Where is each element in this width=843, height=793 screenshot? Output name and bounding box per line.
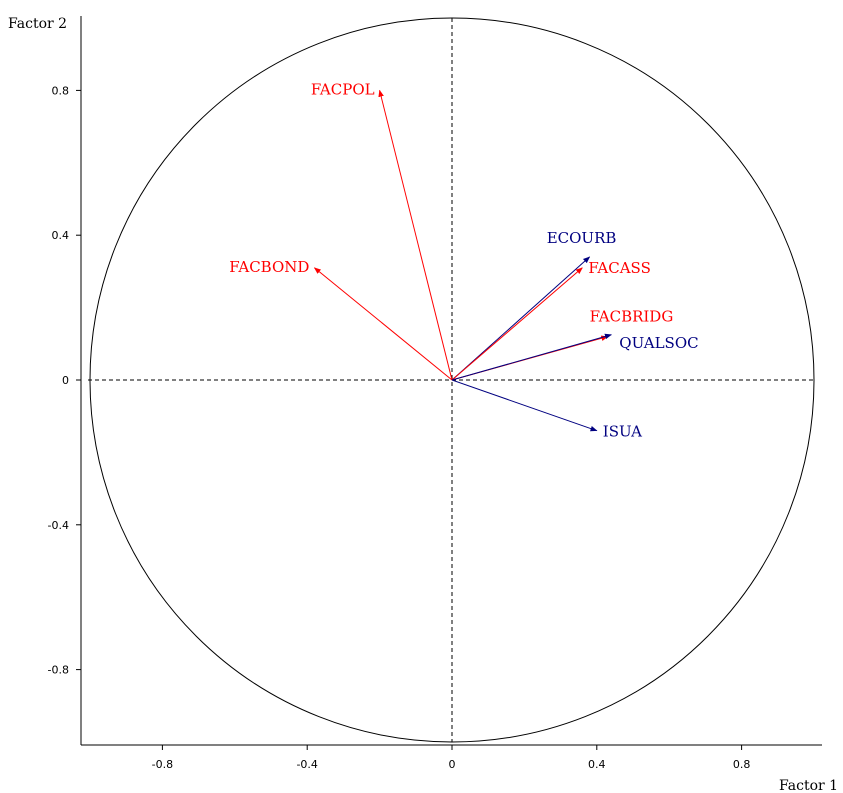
x-axis-title: Factor 1	[779, 778, 838, 793]
vector-label-qualsoc: QUALSOC	[619, 334, 698, 352]
y-tick-label: 0	[62, 374, 69, 387]
vector-label-facass: FACASS	[588, 259, 651, 277]
vector-label-facbond: FACBOND	[229, 258, 309, 276]
y-tick-label: 0.4	[52, 229, 70, 242]
vector-series: FACPOL FACBOND ECOURB FACASS FACBRIDG QUALSOC…	[229, 80, 698, 440]
vector-label-ecourb: ECOURB	[547, 229, 617, 247]
vector-facpol	[380, 90, 452, 380]
vector-isua	[452, 380, 597, 431]
x-tick-label: 0.8	[733, 758, 751, 771]
x-tick-label: 0	[449, 758, 456, 771]
vector-label-facpol: FACPOL	[311, 80, 375, 98]
vector-qualsoc	[452, 335, 611, 380]
vector-ecourb	[452, 257, 590, 380]
vector-label-facbridg: FACBRIDG	[590, 308, 674, 326]
vector-facbond	[314, 268, 452, 380]
y-axis-title: Factor 2	[8, 16, 67, 32]
vector-facass	[452, 268, 582, 380]
vector-label-isua: ISUA	[603, 423, 642, 441]
y-tick-label: -0.8	[48, 664, 69, 677]
x-tick-label: -0.8	[152, 758, 173, 771]
y-tick-label: 0.8	[52, 84, 70, 97]
x-tick-label: -0.4	[296, 758, 317, 771]
x-tick-label: 0.4	[588, 758, 606, 771]
x-axis-ticks: -0.8 -0.4 0 0.4 0.8	[152, 745, 751, 771]
y-tick-label: -0.4	[48, 519, 69, 532]
y-axis-ticks: 0.8 0.4 0 -0.4 -0.8	[48, 84, 81, 676]
